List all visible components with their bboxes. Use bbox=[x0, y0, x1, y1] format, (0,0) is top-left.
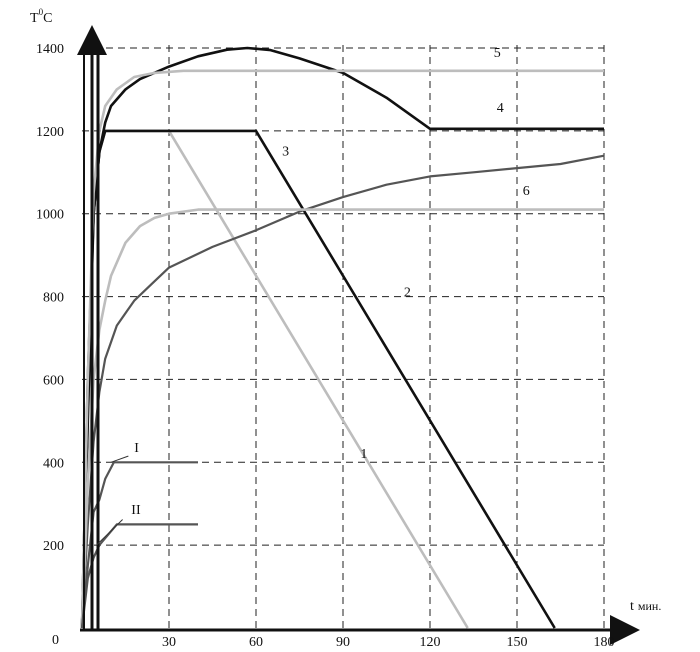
x-axis-title-main: t bbox=[630, 599, 634, 614]
x-axis-title: t мин. bbox=[630, 599, 661, 614]
y-tick-label: 1200 bbox=[36, 125, 64, 140]
y-tick-label: 1400 bbox=[36, 42, 64, 57]
axes bbox=[77, 25, 640, 645]
series-label-6: 6 bbox=[523, 184, 530, 199]
y-tick-label: 400 bbox=[43, 456, 64, 471]
series-label-2: 2 bbox=[404, 286, 411, 301]
y-tick-label: 600 bbox=[43, 373, 64, 388]
y-axis-title-degree: 0 bbox=[39, 7, 44, 17]
x-tick-label: 60 bbox=[249, 635, 263, 650]
label-leader bbox=[110, 455, 129, 463]
origin-label: 0 bbox=[52, 633, 59, 648]
series-label-4: 4 bbox=[497, 101, 504, 116]
y-axis-title-unit: C bbox=[43, 11, 52, 26]
series-label-1: 1 bbox=[360, 447, 367, 462]
series-line-6 bbox=[80, 208, 604, 629]
x-tick-label: 120 bbox=[420, 635, 441, 650]
grid bbox=[82, 40, 605, 628]
x-tick-label: 30 bbox=[162, 635, 176, 650]
y-axis-title-main: T bbox=[30, 11, 39, 26]
series-label-I: I bbox=[134, 441, 139, 456]
x-axis-title-unit: мин. bbox=[638, 599, 661, 613]
label-leader bbox=[96, 519, 123, 546]
y-tick-label: 800 bbox=[43, 291, 64, 306]
x-tick-label: 150 bbox=[507, 635, 528, 650]
series-label-II: II bbox=[131, 503, 141, 518]
y-tick-label: 200 bbox=[43, 539, 64, 554]
series-label-3: 3 bbox=[282, 145, 289, 160]
x-tick-label: 180 bbox=[594, 635, 615, 650]
y-axis-title: T0C bbox=[30, 7, 52, 26]
y-tick-label: 1000 bbox=[36, 208, 64, 223]
series-label-5: 5 bbox=[494, 46, 501, 61]
x-tick-label: 90 bbox=[336, 635, 350, 650]
